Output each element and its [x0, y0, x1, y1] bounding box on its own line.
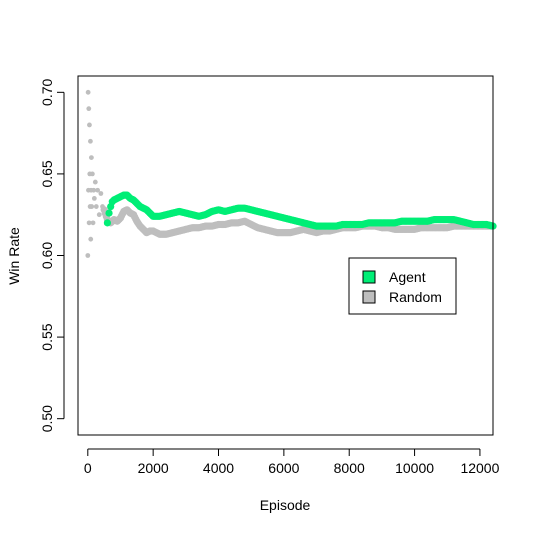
data-point	[88, 155, 94, 160]
x-tick-label: 8000	[334, 460, 365, 476]
y-tick-label: 0.60	[39, 242, 55, 269]
legend-label: Agent	[389, 269, 426, 285]
data-point	[95, 187, 101, 193]
data-point	[89, 171, 95, 177]
data-point	[85, 253, 91, 258]
data-point	[103, 219, 112, 227]
legend-box	[348, 257, 457, 315]
data-point	[88, 236, 94, 242]
data-point	[86, 106, 92, 112]
data-marks	[85, 89, 497, 258]
plot-frame	[77, 75, 494, 436]
legend: Agent Random	[348, 257, 457, 315]
y-axis: 0.50 0.55 0.60 0.65 0.70	[39, 78, 65, 432]
data-point	[91, 187, 97, 193]
data-point	[92, 179, 98, 185]
data-point	[91, 195, 97, 201]
y-tick-label: 0.50	[39, 405, 55, 432]
legend-swatch	[362, 290, 376, 304]
x-tick-label: 6000	[268, 460, 299, 476]
data-point	[87, 122, 92, 128]
series-agent	[103, 191, 497, 230]
y-tick-label: 0.55	[39, 323, 55, 350]
x-tick-label: 4000	[203, 460, 234, 476]
data-point	[89, 204, 95, 209]
data-point	[88, 138, 93, 144]
y-axis-title: Win Rate	[6, 227, 22, 285]
y-tick-label: 0.65	[39, 160, 55, 187]
data-point	[93, 204, 99, 209]
x-tick-label: 0	[84, 460, 92, 476]
legend-label: Random	[389, 289, 442, 305]
x-tick-label: 10000	[395, 460, 434, 476]
x-tick-label: 12000	[460, 460, 499, 476]
data-point	[86, 220, 92, 226]
x-axis-title: Episode	[260, 497, 311, 513]
legend-swatch	[362, 270, 376, 284]
y-tick-label: 0.70	[39, 78, 55, 105]
x-axis: 0 2000 4000 6000 8000 10000 12000	[84, 448, 500, 476]
data-point	[90, 220, 96, 226]
data-point	[98, 191, 104, 196]
data-point	[105, 209, 113, 217]
data-point	[96, 212, 102, 218]
x-tick-label: 2000	[138, 460, 169, 476]
data-point	[85, 89, 91, 95]
